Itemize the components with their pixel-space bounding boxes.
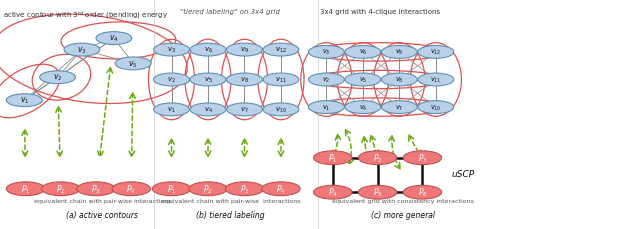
Circle shape [308,74,344,87]
Text: $P_2$: $P_2$ [373,152,382,164]
Circle shape [152,182,191,196]
Circle shape [227,74,262,87]
Text: $v_1$: $v_1$ [322,103,331,112]
Text: $v_{11}$: $v_{11}$ [275,76,287,85]
Circle shape [345,101,381,114]
Circle shape [77,182,115,196]
Text: $P_4$: $P_4$ [276,183,286,195]
Text: $P_3$: $P_3$ [417,152,428,164]
Text: equivalent grid with consistency interactions: equivalent grid with consistency interac… [332,198,474,203]
Text: $v_{12}$: $v_{12}$ [430,48,442,57]
Text: $P_6$: $P_6$ [417,186,428,199]
Text: active contour with 3$^{rd}$ order (bending) energy: active contour with 3$^{rd}$ order (bend… [3,9,168,21]
Circle shape [263,74,299,87]
Text: $P_1$: $P_1$ [328,152,337,164]
Text: $v_5$: $v_5$ [358,76,367,85]
Text: $P_1$: $P_1$ [21,183,30,195]
Text: $v_7$: $v_7$ [240,105,249,114]
Text: $v_4$: $v_4$ [109,34,118,44]
Text: $P_4$: $P_4$ [328,186,338,199]
Text: $v_3$: $v_3$ [167,46,176,55]
Text: $v_1$: $v_1$ [20,95,29,106]
Text: $v_3$: $v_3$ [322,48,331,57]
Text: $v_4$: $v_4$ [204,105,212,114]
Text: "tiered labeling" on 3x4 grid: "tiered labeling" on 3x4 grid [180,9,280,15]
Circle shape [314,151,352,165]
Circle shape [42,182,80,196]
Text: $v_8$: $v_8$ [240,76,249,85]
Circle shape [190,44,226,57]
Circle shape [381,101,417,114]
Text: $P_3$: $P_3$ [239,183,250,195]
Circle shape [227,104,262,116]
Text: $v_8$: $v_8$ [395,76,404,85]
Text: (b) tiered labeling: (b) tiered labeling [196,210,265,219]
Circle shape [154,104,189,116]
Text: $P_4$: $P_4$ [126,183,136,195]
Circle shape [403,151,442,165]
Text: $v_4$: $v_4$ [358,103,367,112]
Text: $v_{10}$: $v_{10}$ [430,103,442,112]
Text: $v_{12}$: $v_{12}$ [275,46,287,55]
Text: $P_3$: $P_3$ [91,183,101,195]
Circle shape [358,151,397,165]
Text: $v_6$: $v_6$ [204,46,212,55]
Circle shape [225,182,264,196]
Circle shape [314,185,352,199]
Circle shape [381,46,417,59]
Text: $v_2$: $v_2$ [53,73,62,83]
Text: $v_5$: $v_5$ [204,76,212,85]
Circle shape [263,44,299,57]
Circle shape [115,58,151,71]
Text: $v_1$: $v_1$ [167,105,176,114]
Text: $v_5$: $v_5$ [129,59,138,69]
Circle shape [263,104,299,116]
Text: 3x4 grid with 4-clique interactions: 3x4 grid with 4-clique interactions [320,9,440,15]
Text: $P_2$: $P_2$ [204,183,212,195]
Text: (a) active contours: (a) active contours [67,210,138,219]
Circle shape [154,44,189,57]
Circle shape [40,71,76,84]
Circle shape [381,74,417,87]
Circle shape [308,46,344,59]
Text: $v_2$: $v_2$ [322,76,331,85]
Text: equivalent chain with pair-wise  interactions: equivalent chain with pair-wise interact… [161,198,300,203]
Text: (c) more general: (c) more general [371,210,435,219]
Circle shape [227,44,262,57]
Circle shape [262,182,300,196]
Circle shape [345,74,381,87]
Circle shape [418,101,454,114]
Text: $v_9$: $v_9$ [395,48,404,57]
Circle shape [418,46,454,59]
Text: $v_2$: $v_2$ [167,76,176,85]
Text: $v_6$: $v_6$ [358,48,367,57]
Circle shape [418,74,454,87]
Circle shape [358,185,397,199]
Circle shape [190,74,226,87]
Text: uSCP: uSCP [451,169,474,179]
Circle shape [154,74,189,87]
Text: $v_{10}$: $v_{10}$ [275,105,287,114]
Circle shape [403,185,442,199]
Text: $P_1$: $P_1$ [167,183,176,195]
Circle shape [96,33,132,45]
Text: $P_5$: $P_5$ [373,186,382,199]
Text: $P_2$: $P_2$ [56,183,65,195]
Text: $v_9$: $v_9$ [240,46,249,55]
Circle shape [189,182,227,196]
Circle shape [308,101,344,114]
Text: $v_{11}$: $v_{11}$ [430,76,442,85]
Circle shape [112,182,150,196]
Circle shape [6,94,42,107]
Circle shape [64,44,100,57]
Text: $v_7$: $v_7$ [395,103,404,112]
Text: $v_3$: $v_3$ [77,45,86,56]
Circle shape [6,182,45,196]
Circle shape [345,46,381,59]
Text: equivalent chain with pair-wise interactions: equivalent chain with pair-wise interact… [34,198,171,203]
Circle shape [190,104,226,116]
